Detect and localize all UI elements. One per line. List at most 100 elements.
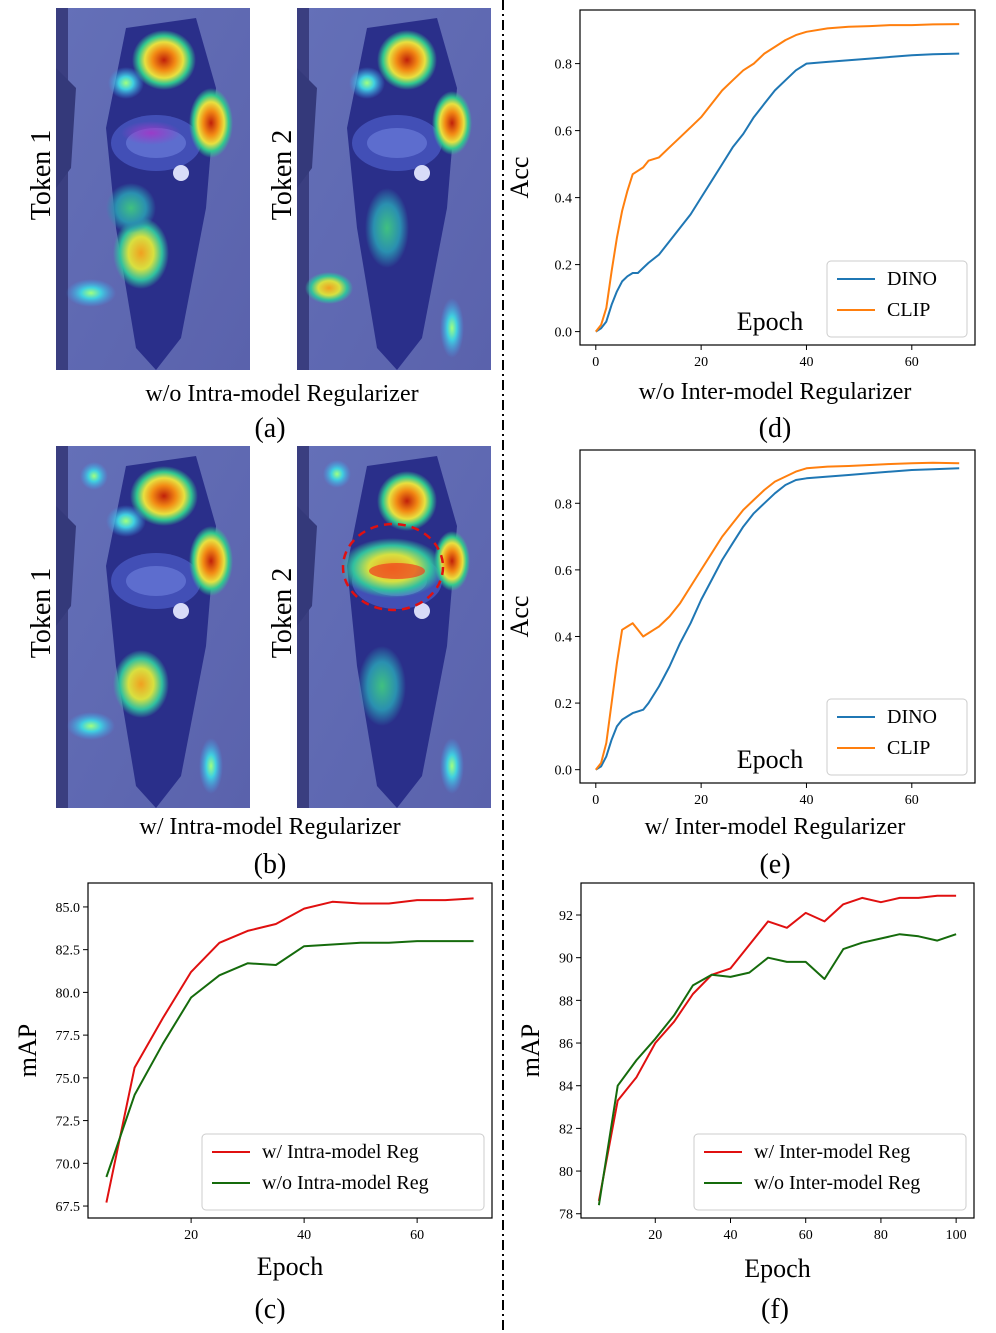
axes-frame-d xyxy=(579,9,976,346)
y-tick-label-d-3: 0.6 xyxy=(555,125,573,140)
token-2-label-a: Token 2 xyxy=(267,130,298,221)
y-tick-label-f-0: 78 xyxy=(559,1208,573,1223)
x-tick-label-d-3: 60 xyxy=(905,355,919,370)
x-tick-label-e-2: 40 xyxy=(799,793,813,808)
y-axis-label-c: mAP xyxy=(13,1024,42,1077)
x-tick-label-d-0: 0 xyxy=(592,355,599,370)
series-line-c-0 xyxy=(105,897,474,1203)
axes-frame-e xyxy=(579,449,976,784)
legend-e: DINO CLIP xyxy=(826,698,968,776)
y-tick-label-d-1: 0.2 xyxy=(555,259,573,274)
x-tick-label-d-2: 40 xyxy=(799,355,813,370)
y-axis-label-f: mAP xyxy=(516,1024,545,1077)
y-tick-label-c-0: 67.5 xyxy=(56,1200,81,1215)
y-tick-label-d-2: 0.4 xyxy=(555,192,573,207)
y-tick-label-c-2: 72.5 xyxy=(56,1115,81,1130)
y-tick-label-f-6: 90 xyxy=(559,952,573,967)
panel-label-e: (e) xyxy=(759,849,790,880)
y-tick-label-f-4: 86 xyxy=(559,1037,573,1052)
axes-frame-c xyxy=(87,882,493,1219)
x-tick-label-f-4: 100 xyxy=(946,1228,967,1243)
series-line-d-1 xyxy=(595,23,960,333)
chart-e-acc-with-inter-reg: 0 20 40 60 0.0 0.2 0.4 0.6 0.8 Acc Epoch DINO CLIP xyxy=(505,449,976,808)
series-line-d-0 xyxy=(595,52,960,333)
caption-b: w/ Intra-model Regularizer xyxy=(139,814,400,840)
legend-box-c xyxy=(201,1133,485,1211)
y-tick-label-c-4: 77.5 xyxy=(56,1029,81,1044)
y-tick-label-e-1: 0.2 xyxy=(555,697,573,712)
x-axis-label-e: Epoch xyxy=(737,745,803,774)
y-tick-label-e-3: 0.6 xyxy=(555,564,573,579)
y-tick-label-d-0: 0.0 xyxy=(555,326,573,341)
legend-d: DINO CLIP xyxy=(826,260,968,338)
panel-label-f: (f) xyxy=(761,1294,789,1325)
y-tick-label-f-7: 92 xyxy=(559,909,573,924)
y-axis-label-e: Acc xyxy=(505,596,534,638)
token-1-label-a: Token 1 xyxy=(26,130,57,221)
token-1-label-b: Token 1 xyxy=(26,568,57,659)
y-tick-label-f-1: 80 xyxy=(559,1165,573,1180)
legend-box-f xyxy=(693,1133,967,1211)
series-line-e-0 xyxy=(595,467,960,771)
y-tick-label-c-7: 85.0 xyxy=(56,901,81,916)
y-tick-label-f-5: 88 xyxy=(559,994,573,1009)
x-tick-label-f-0: 20 xyxy=(648,1228,662,1243)
series-line-e-1 xyxy=(595,461,960,771)
legend-label-f-1: w/o Inter-model Reg xyxy=(754,1172,920,1194)
token-2-label-b: Token 2 xyxy=(267,568,298,659)
legend-label-c-1: w/o Intra-model Reg xyxy=(262,1172,429,1194)
y-tick-label-d-4: 0.8 xyxy=(555,58,573,73)
legend-label-d-1: CLIP xyxy=(887,299,930,321)
legend-label-c-0: w/ Intra-model Reg xyxy=(262,1141,419,1163)
caption-e: w/ Inter-model Regularizer xyxy=(645,814,906,840)
panel-label-d: (d) xyxy=(759,413,792,444)
x-axis-label-f: Epoch xyxy=(744,1254,810,1283)
y-tick-label-e-0: 0.0 xyxy=(555,764,573,779)
y-tick-label-f-3: 84 xyxy=(559,1080,573,1095)
chart-c-map-intra-reg: 20 40 60 67.5 70.0 72.5 75.0 77.5 80.0 82.5 85.0 mA… xyxy=(13,882,493,1281)
legend-label-f-0: w/ Inter-model Reg xyxy=(754,1141,910,1163)
x-tick-label-c-2: 60 xyxy=(410,1228,424,1243)
series-line-f-1 xyxy=(597,933,957,1206)
y-tick-label-e-2: 0.4 xyxy=(555,630,573,645)
y-tick-label-c-6: 82.5 xyxy=(56,944,81,959)
x-axis-label-d: Epoch xyxy=(737,307,803,336)
x-tick-label-d-1: 20 xyxy=(694,355,708,370)
legend-f: w/ Inter-model Reg w/o Inter-model Reg xyxy=(693,1133,967,1211)
panel-label-b: (b) xyxy=(254,849,287,880)
y-tick-label-c-5: 80.0 xyxy=(56,986,81,1001)
series-line-f-0 xyxy=(597,894,957,1202)
x-tick-label-e-3: 60 xyxy=(905,793,919,808)
x-tick-label-f-1: 40 xyxy=(723,1228,737,1243)
heatmap-b-token2 xyxy=(297,446,491,808)
legend-c: w/ Intra-model Reg w/o Intra-model Reg xyxy=(201,1133,485,1211)
heatmap-b-token1 xyxy=(56,446,250,808)
legend-label-e-1: CLIP xyxy=(887,737,930,759)
axes-frame-f xyxy=(580,882,975,1219)
y-tick-label-c-3: 75.0 xyxy=(56,1072,81,1087)
panel-label-a: (a) xyxy=(254,413,285,444)
y-tick-label-e-4: 0.8 xyxy=(555,497,573,512)
x-tick-label-c-1: 40 xyxy=(297,1228,311,1243)
caption-d: w/o Inter-model Regularizer xyxy=(639,379,912,405)
series-line-c-1 xyxy=(105,940,474,1178)
y-axis-label-d: Acc xyxy=(505,157,534,199)
x-tick-label-e-1: 20 xyxy=(694,793,708,808)
x-tick-label-c-0: 20 xyxy=(184,1228,198,1243)
x-tick-label-f-3: 80 xyxy=(874,1228,888,1243)
x-tick-label-e-0: 0 xyxy=(592,793,599,808)
heatmap-a-token2 xyxy=(297,8,491,370)
legend-label-e-0: DINO xyxy=(887,706,937,728)
y-tick-label-c-1: 70.0 xyxy=(56,1157,81,1172)
attention-highlight-circle xyxy=(341,522,445,612)
chart-f-map-inter-reg: 20 40 60 80 100 78 80 82 84 86 88 90 92 mAP Epoch w/ In… xyxy=(516,882,975,1283)
caption-a: w/o Intra-model Regularizer xyxy=(145,381,418,407)
legend-label-d-0: DINO xyxy=(887,268,937,290)
x-tick-label-f-2: 60 xyxy=(799,1228,813,1243)
panel-label-c: (c) xyxy=(254,1294,285,1325)
heatmap-a-token1 xyxy=(56,8,250,370)
x-axis-label-c: Epoch xyxy=(257,1252,323,1281)
chart-d-acc-without-inter-reg: 0 20 40 60 0.0 0.2 0.4 0.6 0.8 Acc Epoch DINO CLIP xyxy=(505,9,976,370)
y-tick-label-f-2: 82 xyxy=(559,1122,573,1137)
